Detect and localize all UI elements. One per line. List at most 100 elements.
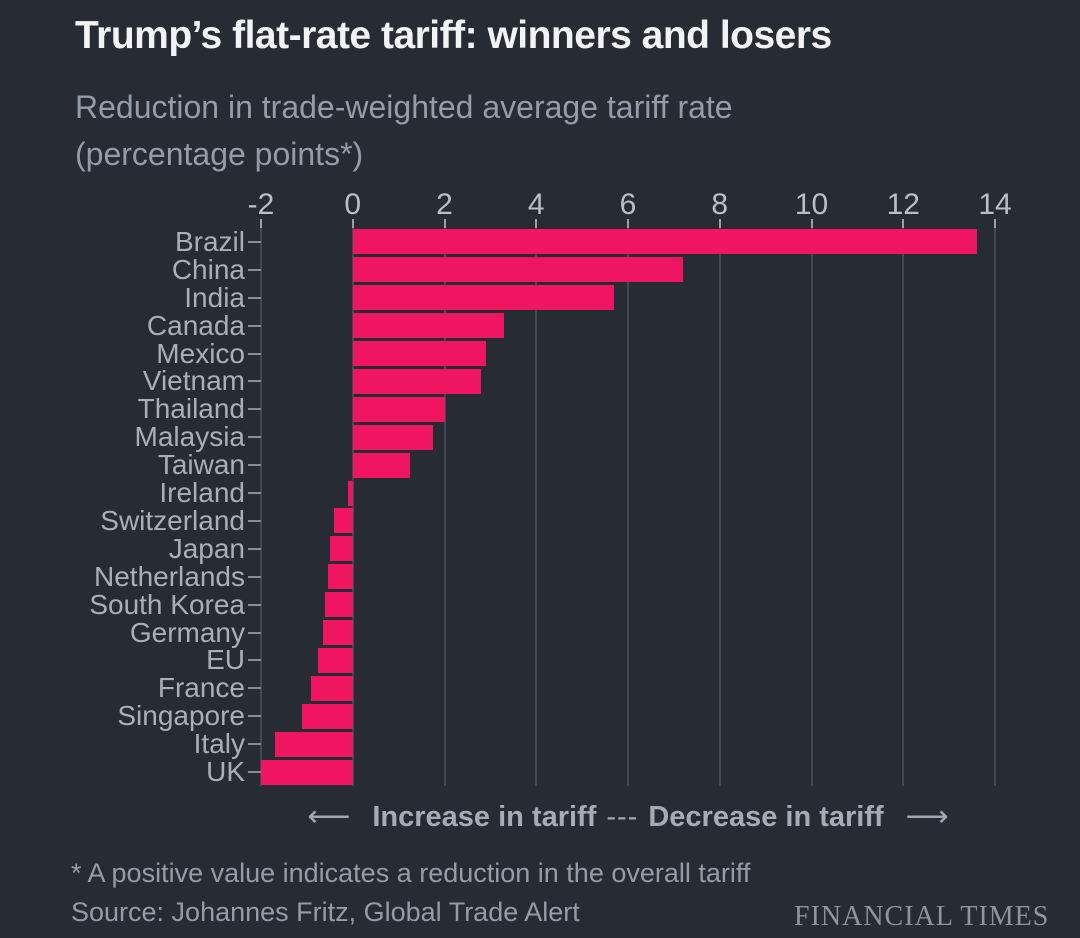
category-label: Singapore (117, 700, 245, 732)
x-axis-tick-label: 14 (978, 188, 1012, 221)
bar-taiwan (352, 452, 411, 478)
category-label: UK (206, 756, 245, 788)
category-tick (248, 771, 261, 774)
gridline (718, 228, 721, 786)
gridline (535, 228, 538, 786)
category-label: South Korea (89, 588, 245, 620)
left-arrow-icon: ⟵ (307, 800, 351, 833)
axis-tick (902, 219, 905, 228)
footnote: * A positive value indicates a reduction… (71, 858, 751, 888)
category-label: Malaysia (134, 421, 245, 453)
bar-canada (352, 313, 505, 339)
category-label: Ireland (159, 477, 245, 509)
chart-subtitle-line2: (percentage points*) (75, 136, 364, 172)
category-tick (248, 324, 261, 327)
category-label: Vietnam (142, 365, 245, 397)
bar-south-korea (325, 592, 353, 618)
bar-netherlands (327, 564, 353, 590)
bar-brazil (352, 229, 977, 255)
bar-vietnam (352, 368, 482, 394)
bar-eu (318, 647, 353, 673)
decrease-label: Decrease in tariff (648, 801, 884, 833)
axis-tick (810, 219, 813, 228)
category-label: Netherlands (94, 560, 245, 592)
bar-china (352, 257, 684, 283)
category-tick (248, 603, 261, 606)
category-tick (248, 408, 261, 411)
category-tick (248, 659, 261, 662)
category-label: Taiwan (157, 449, 245, 481)
right-arrow-icon: ⟶ (905, 800, 949, 833)
bar-malaysia (352, 424, 434, 450)
category-tick (248, 631, 261, 634)
gridline (443, 228, 446, 786)
gridline (810, 228, 813, 786)
axis-tick (627, 219, 629, 228)
bar-ireland (348, 480, 353, 506)
category-tick (248, 743, 261, 746)
category-tick (248, 575, 261, 578)
chart-subtitle: Reduction in trade-weighted average tari… (75, 84, 733, 178)
category-tick (248, 436, 261, 439)
bar-thailand (352, 396, 445, 422)
ft-logo: FINANCIAL TIMES (794, 901, 1050, 932)
axis-tick (994, 219, 996, 228)
x-axis-tick-label: 10 (794, 188, 829, 221)
axis-tick (443, 219, 446, 228)
category-label: Canada (146, 309, 245, 341)
bar-mexico (352, 341, 486, 367)
category-tick (248, 519, 261, 522)
separator-dashes: --- (606, 801, 639, 833)
category-label: Thailand (137, 393, 245, 425)
category-label: Brazil (174, 225, 245, 257)
axis-tick (535, 219, 538, 228)
axis-tick (351, 219, 354, 228)
axis-tick (718, 219, 721, 228)
bar-japan (329, 536, 353, 562)
bar-switzerland (334, 508, 353, 534)
bar-india (352, 285, 615, 311)
direction-annotation: ⟵ Increase in tariff --- Decrease in tariff… (261, 799, 995, 834)
x-axis-tick-label: 4 (527, 188, 545, 221)
x-axis-tick-label: 6 (619, 188, 637, 221)
category-label: Switzerland (100, 504, 245, 536)
category-label: EU (206, 644, 245, 676)
category-tick (248, 715, 261, 718)
x-axis-tick-label: 2 (436, 188, 453, 221)
axis-tick (260, 219, 262, 228)
chart-subtitle-line1: Reduction in trade-weighted average tari… (75, 89, 733, 125)
category-tick (248, 547, 261, 550)
chart-title: Trump’s flat-rate tariff: winners and lo… (75, 14, 832, 57)
x-axis-tick-label: 0 (344, 188, 362, 221)
category-label: Germany (129, 616, 245, 648)
increase-label: Increase in tariff (372, 801, 597, 833)
bar-singapore (302, 703, 353, 729)
gridline (627, 228, 629, 786)
bar-uk (261, 759, 353, 785)
source-credit: Source: Johannes Fritz, Global Trade Ale… (71, 897, 580, 927)
category-label: China (171, 253, 245, 285)
category-tick (248, 687, 261, 690)
category-tick (248, 296, 261, 299)
bar-france (311, 675, 353, 701)
gridline (902, 228, 905, 786)
category-label: France (157, 672, 245, 704)
category-tick (248, 492, 261, 495)
bar-germany (322, 620, 353, 646)
bar-italy (274, 731, 353, 757)
gridline (351, 228, 354, 786)
x-axis-tick-label: 12 (886, 188, 920, 221)
category-label: Japan (168, 532, 245, 564)
category-tick (248, 464, 261, 467)
gridline (260, 228, 262, 786)
x-axis-tick-label: 8 (711, 188, 729, 221)
category-tick (248, 352, 261, 355)
x-axis-tick-label: -2 (247, 188, 275, 221)
category-tick (248, 268, 261, 271)
category-label: Mexico (156, 337, 245, 369)
category-tick (248, 240, 261, 243)
category-tick (248, 380, 261, 383)
gridline (994, 228, 996, 786)
category-label: India (184, 281, 245, 313)
